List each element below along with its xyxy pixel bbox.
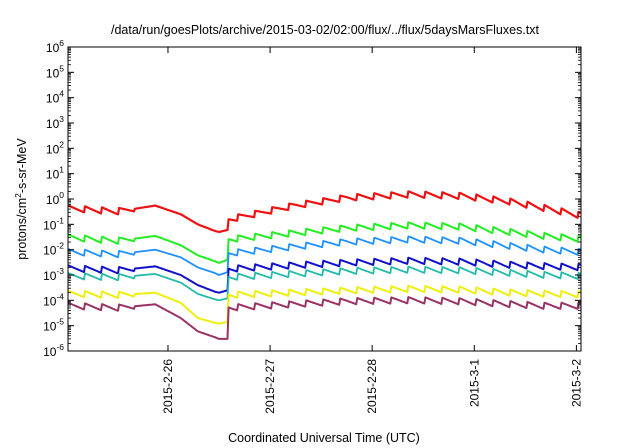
y-tick-label: 10-5 [43,317,64,334]
y-tick-label: 101 [46,165,64,182]
y-axis-label-exp: 2 [13,193,23,198]
series-line-2 [67,221,582,264]
y-axis-label-base: protons/cm [15,198,29,260]
y-tick-label: 10-3 [43,266,64,283]
y-tick-label: 10-6 [43,342,64,359]
series-line-5 [67,265,582,302]
y-tick-label: 10-4 [43,291,64,308]
series-layer [67,190,582,340]
series-line-4 [67,256,581,294]
y-tick-label: 100 [46,190,64,207]
x-tick-label: 2015-3-1 [467,359,481,407]
y-tick-label: 106 [46,38,64,55]
x-tick-label: 2015-2-28 [365,359,379,414]
y-tick-label: 104 [46,89,64,106]
y-tick-label: 10-2 [43,241,64,258]
y-axis-label: protons/cm2-s-sr-MeV [13,138,29,260]
y-tick-label: 105 [46,63,64,80]
y-tick-label: 103 [46,114,64,131]
x-tick-label: 2015-2-26 [161,359,175,414]
y-tick-label: 102 [46,139,64,156]
series-line-3 [67,235,582,276]
series-line-6 [67,284,581,325]
series-line-7 [67,296,581,340]
x-tick-label: 2015-3-2 [569,359,583,407]
y-tick-label: 10-1 [43,215,64,232]
series-line-1 [67,190,582,234]
chart-title: /data/run/goesPlots/archive/2015-03-02/0… [111,23,540,37]
y-axis-label-rest: -s-sr-MeV [15,138,29,194]
x-tick-label: 2015-2-27 [263,359,277,414]
x-axis-label: Coordinated Universal Time (UTC) [228,431,420,445]
axis-layer: 10-6 10-5 10-4 10-3 10-2 10-1 100 101 102 103 104 1… [43,38,583,414]
